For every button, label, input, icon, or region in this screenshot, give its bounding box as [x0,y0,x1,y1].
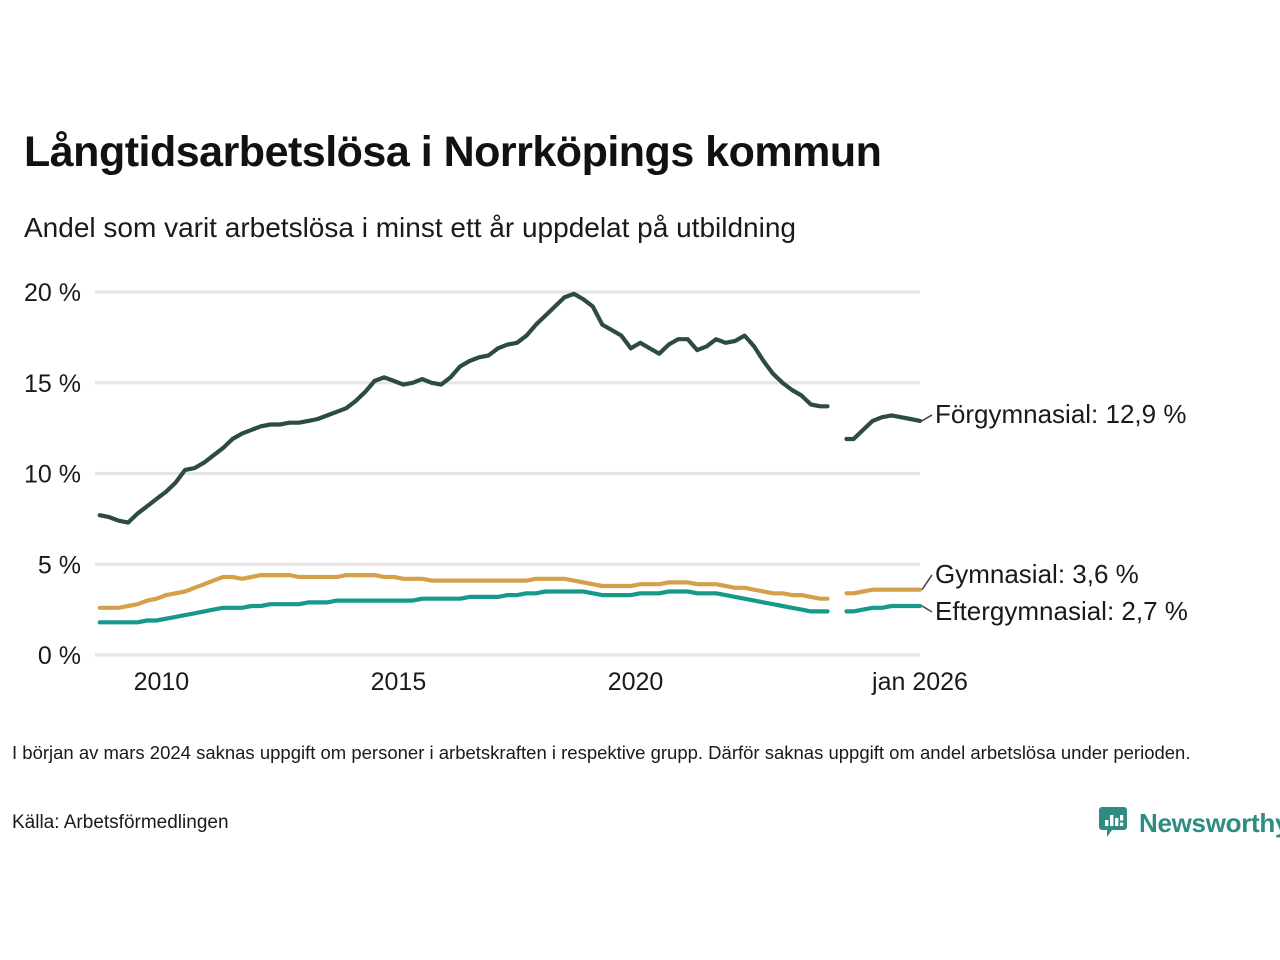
series-line-förgymnasial [844,413,923,442]
newsworthy-logo: Newsworthy [1096,806,1280,840]
page-subtitle: Andel som varit arbetslösa i minst ett å… [24,212,796,243]
series-label-eftergymnasial: Eftergymnasial: 2,7 % [935,596,1188,626]
y-axis-tick-label: 10 % [24,461,81,489]
y-axis-tick-label: 5 % [38,551,81,579]
bar-chart-speech-bubble-icon [1096,806,1130,840]
chart-canvas: 0 % 5 % 10 % 15 % 20 % 2010 2015 2020 jan 2026 Fö… [24,279,1188,696]
series-line-eftergymnasial [844,603,923,614]
y-axis-tick-label: 20 % [24,279,81,307]
series-label-connector [921,605,933,613]
y-axis-tick-label: 0 % [38,642,81,670]
series-label-connector [921,574,933,591]
line-chart: 0 % 5 % 10 % 15 % 20 % 2010 2015 2020 jan 2026 Fö… [0,270,1280,700]
series-label-connector [921,414,933,422]
series-line-förgymnasial [97,291,830,525]
series-line-eftergymnasial [97,589,830,625]
x-axis-tick-label: 2020 [608,668,664,696]
x-axis-tick-label: 2015 [371,668,427,696]
series-line-gymnasial [844,587,923,596]
page-title: Långtidsarbetslösa i Norrköpings kommun [24,128,882,176]
y-axis-tick-label: 15 % [24,370,81,398]
x-axis-tick-label: jan 2026 [871,668,968,696]
series-label-gymnasial: Gymnasial: 3,6 % [935,559,1139,589]
logo-wordmark: Newsworthy [1139,807,1280,838]
series-label-förgymnasial: Förgymnasial: 12,9 % [935,399,1186,429]
chart-source: Källa: Arbetsförmedlingen [12,812,229,833]
x-axis-tick-label: 2010 [134,668,190,696]
chart-footnote: I början av mars 2024 saknas uppgift om … [12,742,1191,763]
series-line-gymnasial [97,573,830,610]
